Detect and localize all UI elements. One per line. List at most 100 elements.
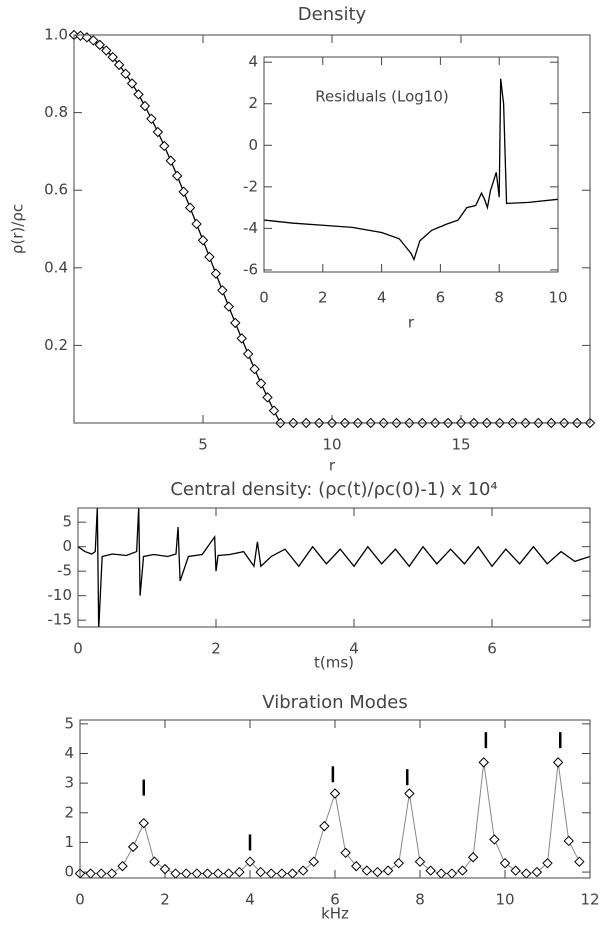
marker bbox=[120, 68, 131, 80]
marker bbox=[202, 868, 213, 879]
marker bbox=[242, 348, 254, 360]
y-tick-label: 5 bbox=[62, 513, 72, 531]
marker bbox=[489, 834, 500, 845]
marker bbox=[127, 841, 139, 853]
x-axis-label: r bbox=[329, 457, 336, 475]
y-tick-label: 0.8 bbox=[44, 103, 68, 121]
marker bbox=[262, 392, 273, 403]
x-tick-label: 0 bbox=[73, 640, 83, 658]
marker bbox=[96, 868, 107, 879]
x-tick-label: 6 bbox=[487, 640, 497, 658]
marker bbox=[170, 868, 181, 879]
marker bbox=[404, 788, 415, 799]
marker bbox=[171, 170, 183, 182]
y-tick-label: -4 bbox=[243, 219, 258, 237]
marker bbox=[126, 78, 138, 89]
x-tick-label: 12 bbox=[580, 891, 599, 909]
marker bbox=[165, 155, 176, 166]
x-tick-label: 15 bbox=[451, 436, 470, 454]
marker bbox=[329, 788, 341, 799]
marker bbox=[276, 868, 288, 879]
x-tick-label: 8 bbox=[415, 891, 425, 909]
marker bbox=[85, 868, 96, 879]
panel: Density r ρ(r)/ρc 5 10 15 0.2 0.4 0.6 0.8 1.0 bbox=[9, 4, 596, 475]
marker bbox=[107, 51, 118, 63]
x-tick-label: 0 bbox=[259, 289, 269, 307]
y-tick-label: 1 bbox=[64, 833, 74, 851]
marker bbox=[106, 868, 118, 879]
marker bbox=[149, 856, 160, 867]
marker bbox=[319, 820, 330, 832]
y-tick-label: 0.2 bbox=[44, 336, 68, 354]
marker bbox=[457, 865, 468, 876]
marker bbox=[184, 202, 196, 213]
marker bbox=[255, 378, 267, 389]
x-tick-label: 10 bbox=[495, 891, 514, 909]
annotation: Residuals (Log10) bbox=[315, 88, 449, 106]
plot-frame bbox=[73, 34, 591, 424]
x-tick-label: 4 bbox=[377, 289, 387, 307]
marker bbox=[425, 865, 436, 876]
marker bbox=[249, 363, 260, 375]
marker bbox=[223, 868, 234, 879]
x-axis-label: t(ms) bbox=[314, 654, 354, 672]
marker bbox=[94, 39, 106, 51]
marker bbox=[230, 317, 241, 329]
chart-title: Central density: (ρc(t)/ρc(0)-1) x 10⁴ bbox=[170, 479, 497, 500]
x-tick-label: 10 bbox=[322, 436, 341, 454]
marker bbox=[117, 860, 128, 872]
marker bbox=[139, 100, 151, 112]
marker bbox=[467, 852, 479, 863]
marker bbox=[340, 847, 351, 859]
x-tick-label: 4 bbox=[349, 640, 359, 658]
y-tick-label: 3 bbox=[64, 774, 74, 792]
marker bbox=[255, 866, 266, 878]
x-axis-label: r bbox=[408, 314, 415, 332]
marker bbox=[266, 868, 277, 879]
y-tick-label: 4 bbox=[64, 744, 74, 762]
marker bbox=[552, 757, 564, 768]
plot-frame bbox=[77, 507, 591, 628]
y-tick-label: -6 bbox=[243, 260, 258, 278]
marker bbox=[178, 186, 189, 197]
marker bbox=[181, 868, 192, 879]
marker bbox=[217, 285, 228, 296]
marker bbox=[159, 140, 170, 152]
y-tick-label: -2 bbox=[243, 177, 258, 195]
marker bbox=[382, 865, 394, 876]
marker bbox=[234, 866, 245, 878]
marker bbox=[446, 868, 458, 879]
y-tick-label: 0.4 bbox=[44, 258, 68, 276]
marker bbox=[191, 868, 203, 879]
marker bbox=[236, 333, 247, 344]
marker bbox=[113, 59, 125, 71]
plot-frame bbox=[79, 719, 591, 879]
data-line bbox=[264, 78, 558, 262]
marker bbox=[244, 856, 256, 867]
x-tick-label: 6 bbox=[436, 289, 446, 307]
data-line bbox=[78, 508, 590, 627]
marker bbox=[287, 868, 298, 879]
marker bbox=[88, 35, 99, 46]
x-tick-label: 0 bbox=[75, 891, 85, 909]
marker bbox=[436, 868, 447, 879]
marker bbox=[223, 301, 235, 312]
marker bbox=[159, 863, 171, 875]
y-tick-label: 1.0 bbox=[44, 26, 68, 44]
marker bbox=[372, 866, 383, 878]
inset-background bbox=[264, 57, 558, 272]
y-tick-label: 0 bbox=[248, 136, 258, 154]
x-axis-label: kHz bbox=[321, 905, 349, 923]
panel: Central density: (ρc(t)/ρc(0)-1) x 10⁴ t(… bbox=[48, 479, 591, 672]
x-tick-label: 2 bbox=[211, 640, 221, 658]
y-tick-label: 0 bbox=[62, 537, 72, 555]
x-tick-label: 2 bbox=[160, 891, 170, 909]
x-tick-label: 2 bbox=[318, 289, 328, 307]
y-tick-label: 5 bbox=[64, 714, 74, 732]
y-tick-label: 2 bbox=[64, 803, 74, 821]
marker bbox=[542, 857, 553, 869]
x-tick-label: 10 bbox=[548, 289, 567, 307]
